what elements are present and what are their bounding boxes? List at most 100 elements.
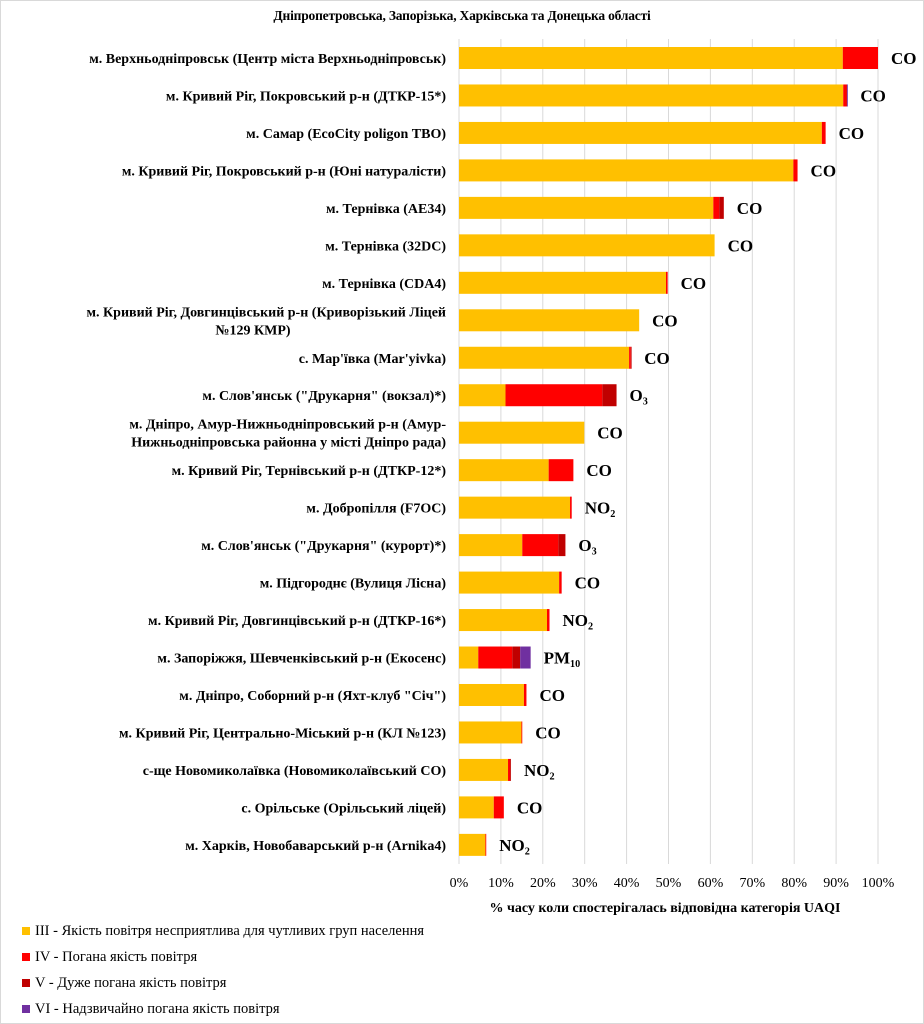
bar-segment-iv xyxy=(478,646,513,669)
category-label: м. Тернівка (CDA4) xyxy=(322,277,446,292)
category-label-line: Нижньодніпровська районна у місті Дніпро… xyxy=(131,436,446,451)
bar-segment-iv xyxy=(842,47,878,69)
legend-swatch-vi xyxy=(22,1005,30,1013)
bar-segment-iv xyxy=(521,721,523,744)
category-label: м. Дніпро, Соборний р-н (Яхт-клуб "Січ") xyxy=(179,689,446,704)
bar-segment-iii xyxy=(459,646,479,669)
bar-segment-iii xyxy=(459,796,494,819)
category-label: м. Добропілля (F7OC) xyxy=(306,502,446,517)
bar-segment-iv xyxy=(493,796,504,819)
legend-label-iv: IV - Погана якість повітря xyxy=(35,948,198,965)
bar-segment-iv xyxy=(665,271,668,294)
pollutant-label: NO₂ xyxy=(563,611,594,630)
bar-segment-iv xyxy=(713,196,720,219)
x-tick-label: 20% xyxy=(530,876,556,891)
category-label: м. Підгороднє (Вулиця Лісна) xyxy=(260,577,447,592)
bar-segment-iv xyxy=(523,683,527,706)
category-label: м. Тернівка (32DC) xyxy=(325,239,446,254)
bar-segment-iii xyxy=(459,346,630,369)
category-label-line: м. Кривий Ріг, Довгинцівський р-н (Криво… xyxy=(86,305,446,320)
pollutant-label: NO₂ xyxy=(524,761,555,780)
bar-segment-iii xyxy=(459,47,843,69)
pollutant-label: CO xyxy=(644,349,670,368)
legend-label-iii: III - Якість повітря несприятлива для чу… xyxy=(35,922,425,939)
bars xyxy=(459,47,878,856)
pollutant-label: CO xyxy=(652,311,678,330)
pollutant-label: CO xyxy=(860,86,886,105)
pollutant-label: CO xyxy=(575,574,601,593)
x-tick-label: 70% xyxy=(739,876,765,891)
bar-segment-v xyxy=(558,534,566,557)
pollutant-labels: COCOCOCOCOCOCOCOCOO₃COCONO₂O₃CONO₂PM₁₀CO… xyxy=(499,49,916,855)
legend-swatch-iii xyxy=(22,927,30,935)
bar-segment-iv xyxy=(629,346,631,369)
bar-segment-iii xyxy=(459,234,715,257)
category-label: м. Дніпро, Амур-Нижньодніпровський р-н (… xyxy=(129,418,446,451)
category-label: м. Самар (EcoCity poligon ТВО) xyxy=(246,127,446,142)
category-labels: м. Верхньодніпровськ (Центр міста Верхнь… xyxy=(86,52,446,854)
bar-segment-v xyxy=(510,758,511,781)
bar-segment-v xyxy=(512,646,521,669)
bar-segment-iii xyxy=(459,758,509,781)
x-tick-label: 90% xyxy=(823,876,849,891)
category-label: м. Кривий Ріг, Покровський р-н (Юні нату… xyxy=(122,164,446,179)
category-label: м. Слов'янськ ("Друкарня" (вокзал)*) xyxy=(202,389,446,404)
bar-segment-iii xyxy=(459,384,506,407)
category-label: с. Орільське (Орільський ліцей) xyxy=(241,801,446,816)
bar-segment-iii xyxy=(459,609,547,632)
category-label-line: м. Дніпро, Амур-Нижньодніпровський р-н (… xyxy=(129,418,446,433)
bar-segment-iv xyxy=(508,758,511,781)
bar-segment-iv xyxy=(505,384,603,407)
pollutant-label: CO xyxy=(597,424,623,443)
bar-segment-iv xyxy=(485,833,487,856)
bar-segment-vi xyxy=(520,646,531,669)
bar-segment-iv xyxy=(570,496,572,519)
bar-segment-iii xyxy=(459,534,523,557)
pollutant-label: CO xyxy=(535,723,561,742)
bar-segment-iii xyxy=(459,196,714,219)
bar-segment-v xyxy=(602,384,617,407)
bar-segment-iii xyxy=(459,421,585,444)
category-label: м. Кривий Ріг, Центрально-Міський р-н (К… xyxy=(119,726,446,741)
category-label: м. Тернівка (AE34) xyxy=(326,202,446,217)
bar-segment-iv xyxy=(843,84,847,107)
pollutant-label: NO₂ xyxy=(499,836,530,855)
pollutant-label: CO xyxy=(586,461,612,480)
bar-segment-iii xyxy=(459,309,640,332)
category-label: с. Мар'ївка (Mar'yivka) xyxy=(299,352,447,367)
bar-segment-v xyxy=(630,346,632,369)
bar-segment-vi xyxy=(846,84,848,107)
bar-segment-iii xyxy=(459,459,549,482)
bar-segment-iii xyxy=(459,833,486,856)
legend-item-iii: III - Якість повітря несприятлива для чу… xyxy=(22,918,424,944)
bar-segment-iv xyxy=(548,459,574,482)
legend-swatch-iv xyxy=(22,953,30,961)
category-label: м. Верхньодніпровськ (Центр міста Верхнь… xyxy=(89,52,446,67)
legend-item-iv: IV - Погана якість повітря xyxy=(22,944,424,970)
bar-segment-v xyxy=(846,84,848,107)
pollutant-label: CO xyxy=(681,274,707,293)
bar-segment-iii xyxy=(459,683,524,706)
x-tick-label: 80% xyxy=(781,876,807,891)
legend-label-vi: VI - Надзвичайно погана якість повітря xyxy=(35,1000,280,1017)
bar-segment-iii xyxy=(459,496,571,519)
bar-segment-iv xyxy=(821,121,826,144)
bar-segment-iii xyxy=(459,571,560,594)
x-axis-title: % часу коли спостерігалась відповідна ка… xyxy=(489,901,840,916)
pollutant-label: O₃ xyxy=(630,386,648,405)
x-tick-label: 50% xyxy=(656,876,682,891)
bar-segment-v xyxy=(719,196,724,219)
pollutant-label: CO xyxy=(737,199,763,218)
bar-segment-iii xyxy=(459,271,666,294)
x-tick-label: 100% xyxy=(862,876,895,891)
x-tick-label: 10% xyxy=(488,876,514,891)
category-label: м. Кривий Ріг, Довгинцівський р-н (Криво… xyxy=(86,305,446,338)
bar-segment-iii xyxy=(459,721,522,744)
pollutant-label: NO₂ xyxy=(585,499,616,518)
category-label: м. Слов'янськ ("Друкарня" (курорт)*) xyxy=(201,539,446,554)
x-tick-label: 30% xyxy=(572,876,598,891)
pollutant-label: CO xyxy=(728,236,754,255)
bar-segment-iii xyxy=(459,121,822,144)
pollutant-label: PM₁₀ xyxy=(544,649,581,668)
